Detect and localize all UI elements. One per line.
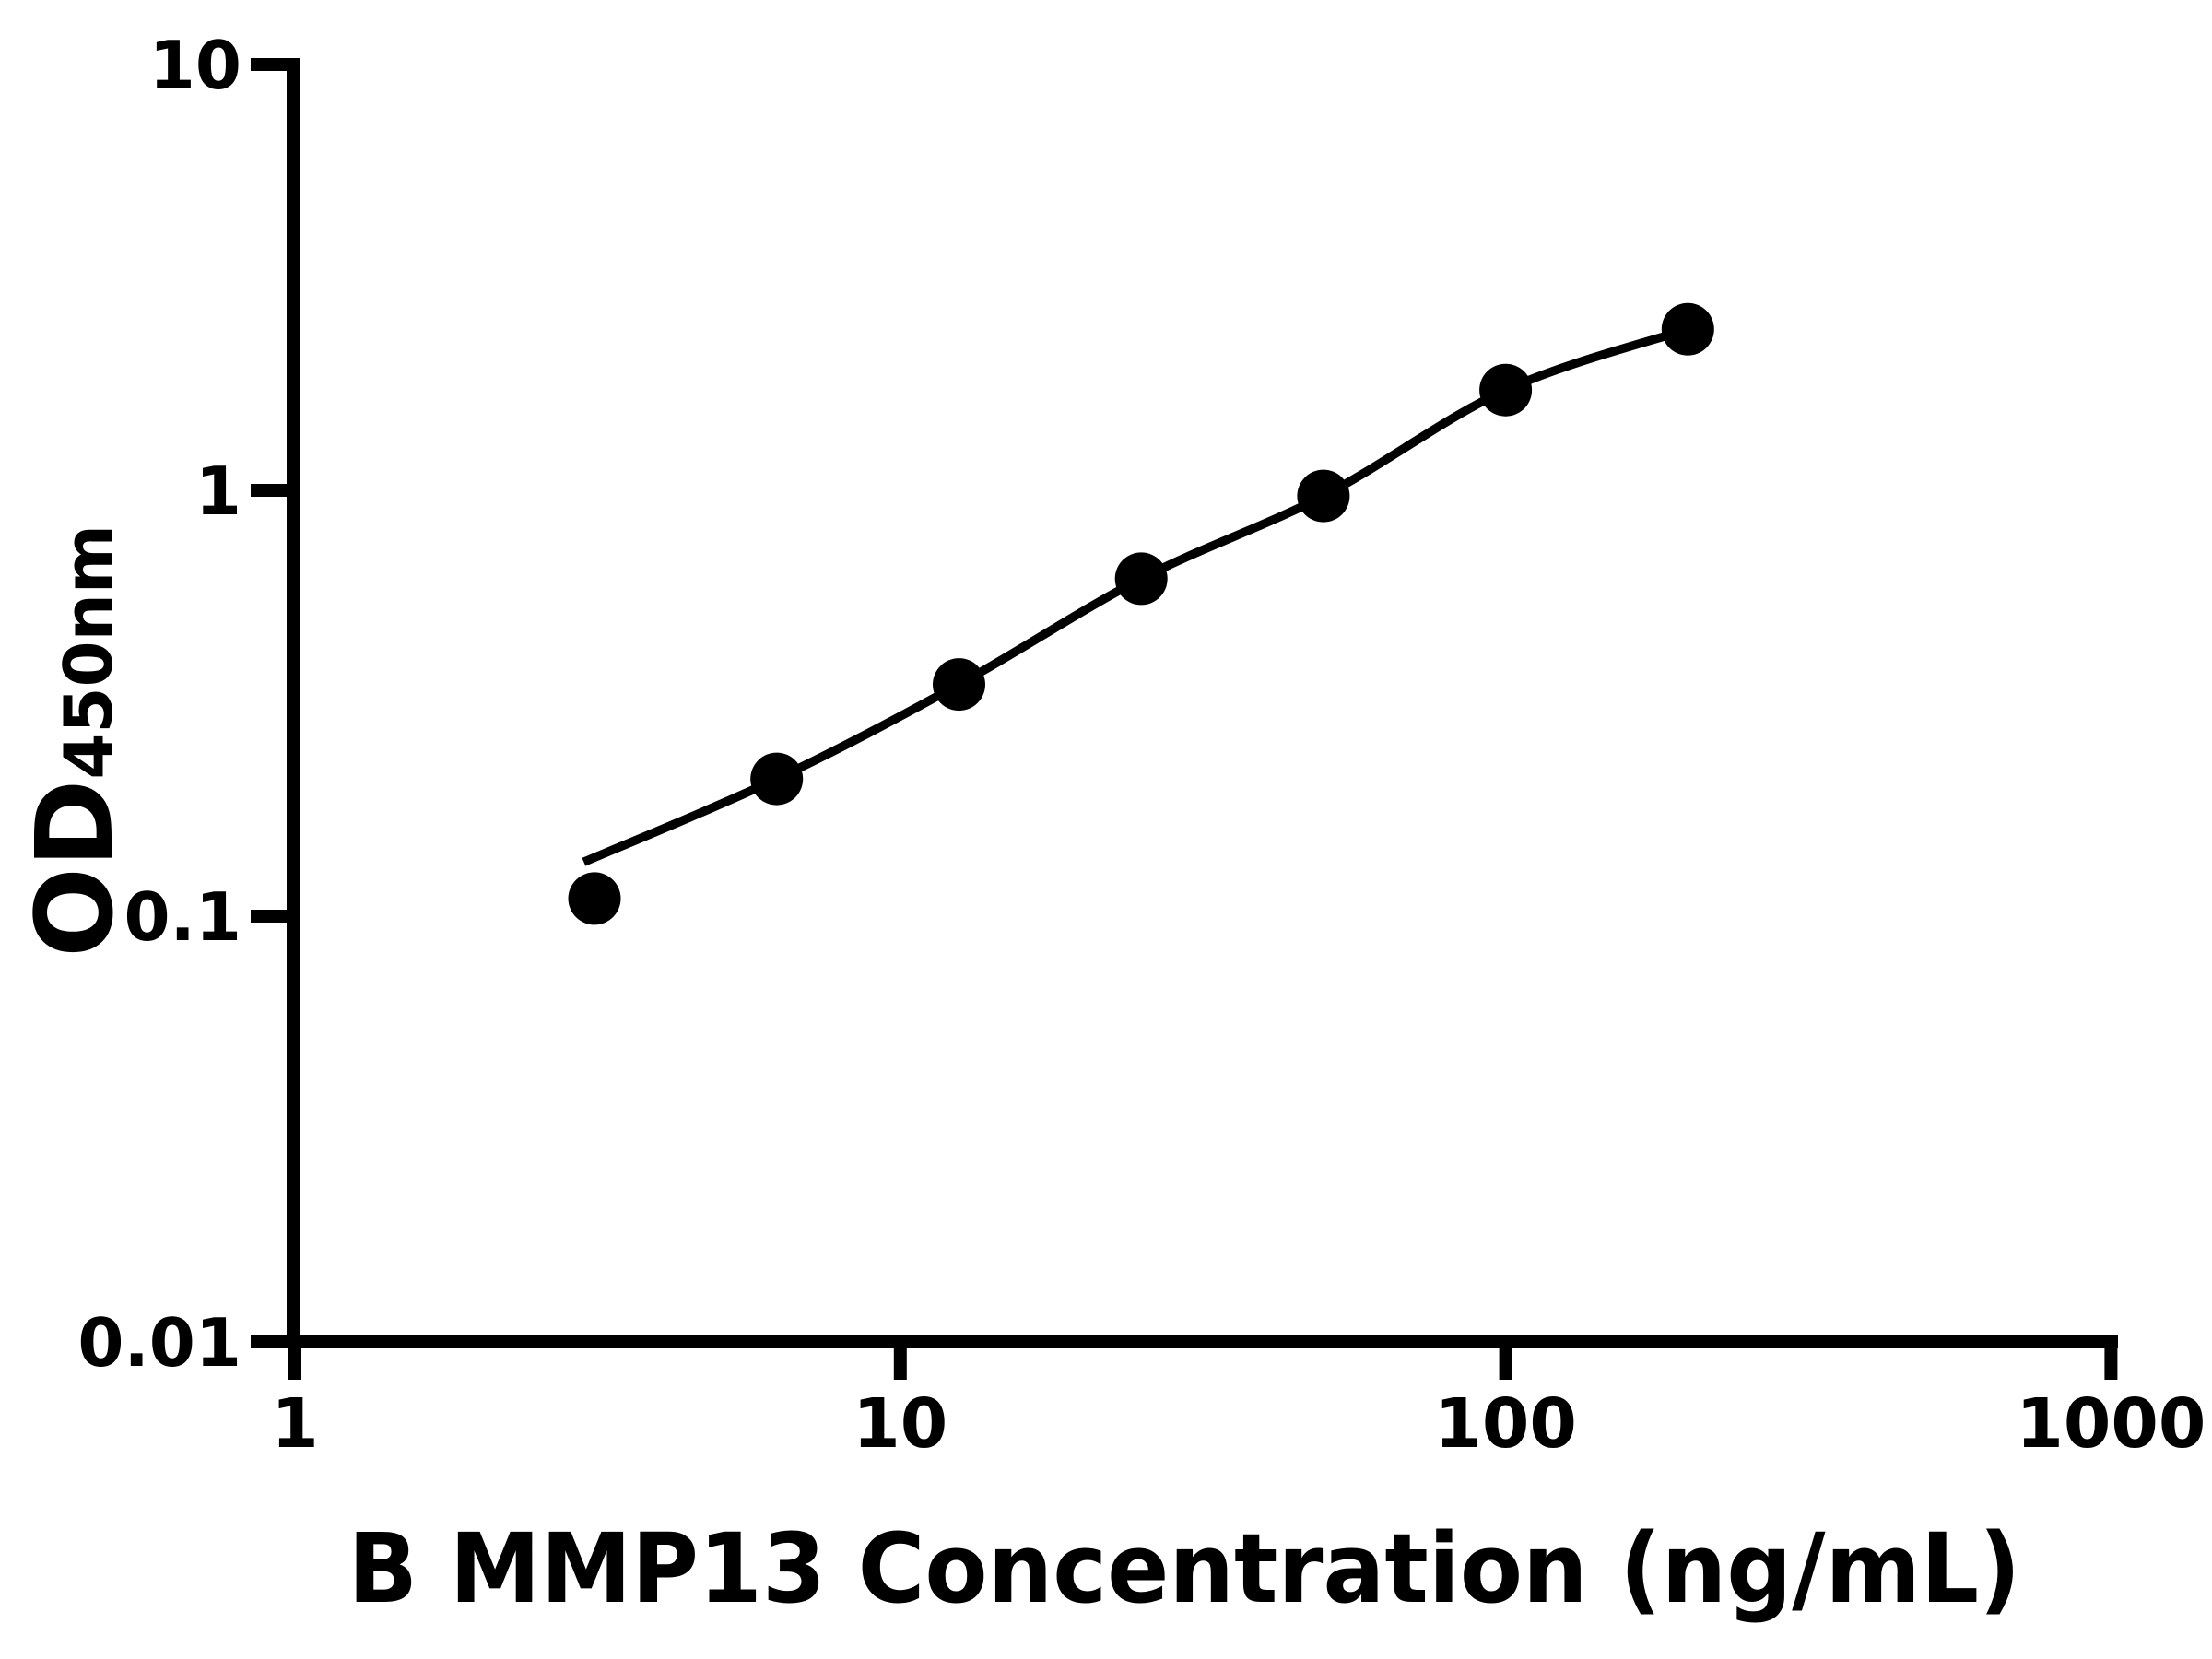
x-tick-100 (1499, 1342, 1512, 1380)
x-tick-label-100: 100 (1434, 1384, 1576, 1464)
y-tick-label-0.1: 0.1 (124, 878, 241, 956)
y-axis-title: OD450nm (14, 524, 137, 958)
x-tick-10 (893, 1342, 907, 1380)
y-tick-1 (251, 484, 293, 497)
data-point-4 (1114, 552, 1168, 606)
od-subscript-label: 450nm (50, 524, 127, 780)
y-tick-label-1: 1 (195, 453, 241, 530)
data-point-6 (1479, 363, 1533, 417)
y-tick-10 (251, 58, 293, 71)
y-tick-label-0.01: 0.01 (77, 1304, 241, 1382)
data-point-2 (750, 752, 804, 806)
x-tick-1 (288, 1342, 301, 1380)
y-tick-0.1 (251, 910, 293, 923)
od-label: OD (14, 780, 137, 958)
y-tick-label-10: 10 (149, 27, 241, 104)
x-tick-label-10: 10 (853, 1384, 947, 1464)
y-axis-line (287, 58, 300, 1348)
data-point-1 (568, 872, 621, 925)
data-point-5 (1297, 469, 1350, 523)
x-tick-label-1: 1 (271, 1384, 319, 1464)
data-point-7 (1661, 302, 1714, 356)
x-tick-1000 (2104, 1342, 2118, 1380)
data-point-3 (933, 658, 985, 712)
x-axis-line (255, 1335, 2118, 1348)
x-tick-label-1000: 1000 (2016, 1384, 2206, 1464)
x-axis-title: B MMP13 Concentration (ng/mL) (348, 1512, 2021, 1625)
y-tick-0.01 (251, 1335, 293, 1348)
